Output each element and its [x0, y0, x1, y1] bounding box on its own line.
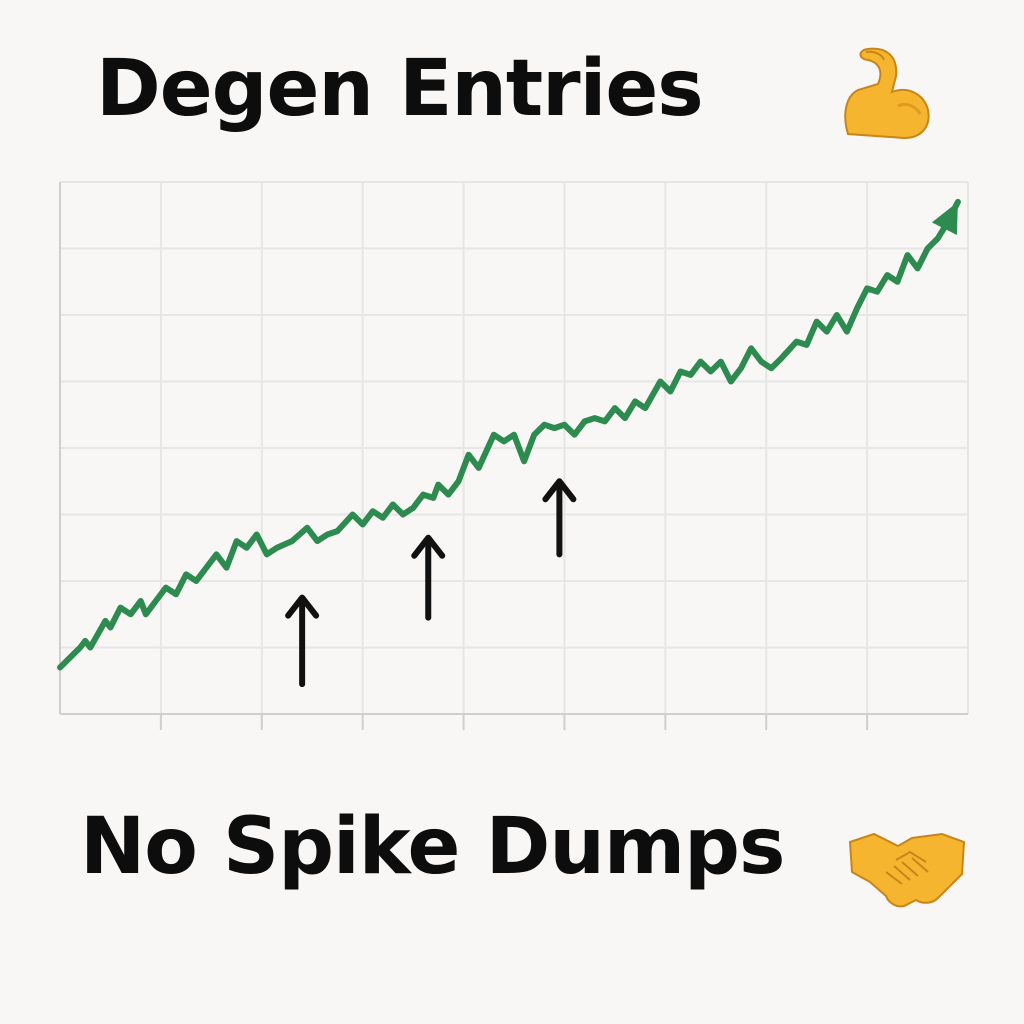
up-arrow-head: [542, 478, 577, 503]
up-arrow-head: [285, 594, 320, 619]
grid: [59, 181, 969, 715]
annotation-layer: [285, 478, 577, 688]
flexed-biceps-icon: [844, 47, 930, 140]
chart-title: Degen Entries: [96, 44, 704, 134]
series-layer: [57, 198, 961, 671]
series-line: [57, 198, 961, 671]
axes: [59, 182, 968, 730]
chart-subtitle: No Spike Dumps: [80, 802, 785, 892]
up-arrow-head: [411, 534, 446, 559]
handshake-icon: [848, 832, 966, 908]
series-arrowhead: [931, 201, 958, 235]
